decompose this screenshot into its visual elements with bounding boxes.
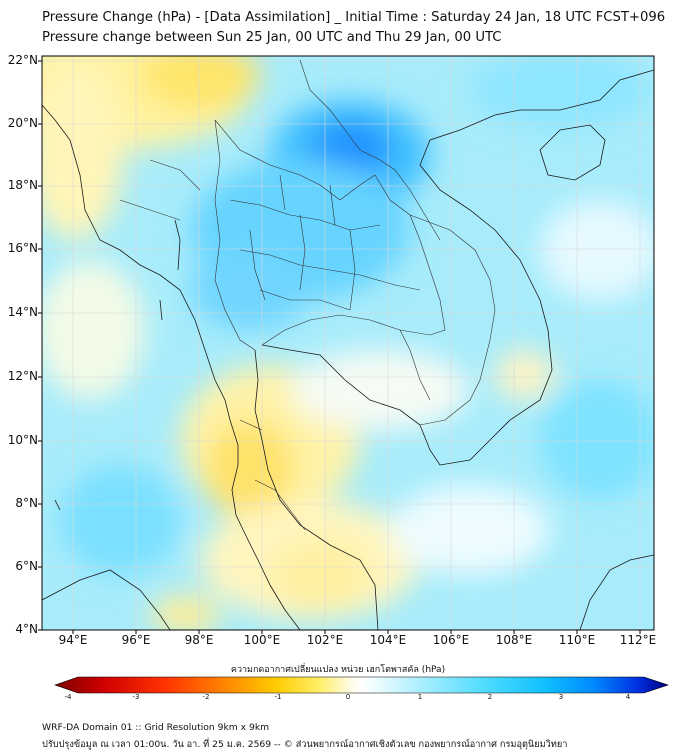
title-line-1: Pressure Change (hPa) - [Data Assimilati… — [42, 10, 666, 25]
lat-label: 14°N — [7, 305, 38, 319]
colorbar-tick: -2 — [202, 693, 210, 701]
borders — [119, 59, 496, 531]
axis-ticks — [38, 60, 641, 634]
lon-label: 96°E — [121, 633, 151, 647]
colorbar-tick: 3 — [558, 693, 564, 701]
pressure-change-map — [38, 55, 655, 634]
colorbar-title: ความกดอากาศเปลี่ยนแปลง หน่วย เฮกโตพาสคัล… — [230, 665, 446, 675]
title-line-2: Pressure change between Sun 25 Jan, 00 U… — [42, 30, 502, 45]
footer-credit: ปรับปรุงข้อมูล ณ เวลา 01:00น. วัน อา. ที… — [42, 739, 568, 750]
lat-label: 8°N — [15, 496, 38, 510]
lat-label: 16°N — [7, 241, 38, 255]
lat-label: 18°N — [7, 178, 38, 192]
colorbar-tick: -4 — [64, 693, 72, 701]
lon-label: 108°E — [495, 633, 533, 647]
lat-label: 20°N — [7, 116, 38, 130]
graticule — [42, 56, 654, 630]
lat-label: 22°N — [7, 53, 38, 67]
colorbar-tick: 0 — [345, 693, 351, 701]
colorbar-tick: 1 — [417, 693, 423, 701]
lon-label: 106°E — [432, 633, 470, 647]
lon-label: 112°E — [619, 633, 657, 647]
pressure-field — [42, 56, 654, 630]
colorbar-tick: -3 — [132, 693, 140, 701]
lat-label: 10°N — [7, 433, 38, 447]
colorbar-tick: -1 — [274, 693, 282, 701]
colorbar-tick: 4 — [625, 693, 631, 701]
lon-label: 102°E — [306, 633, 344, 647]
colorbar — [54, 676, 669, 694]
coastlines — [42, 69, 654, 630]
lon-label: 100°E — [243, 633, 281, 647]
lon-label: 94°E — [58, 633, 88, 647]
footer-domain-info: WRF-DA Domain 01 :: Grid Resolution 9km … — [42, 722, 270, 733]
lon-label: 104°E — [369, 633, 407, 647]
colorbar-tick: 2 — [487, 693, 493, 701]
lon-label: 98°E — [184, 633, 214, 647]
map-frame — [41, 55, 655, 631]
lat-label: 4°N — [15, 622, 38, 636]
lat-label: 6°N — [15, 559, 38, 573]
lat-label: 12°N — [7, 369, 38, 383]
lon-label: 110°E — [558, 633, 596, 647]
